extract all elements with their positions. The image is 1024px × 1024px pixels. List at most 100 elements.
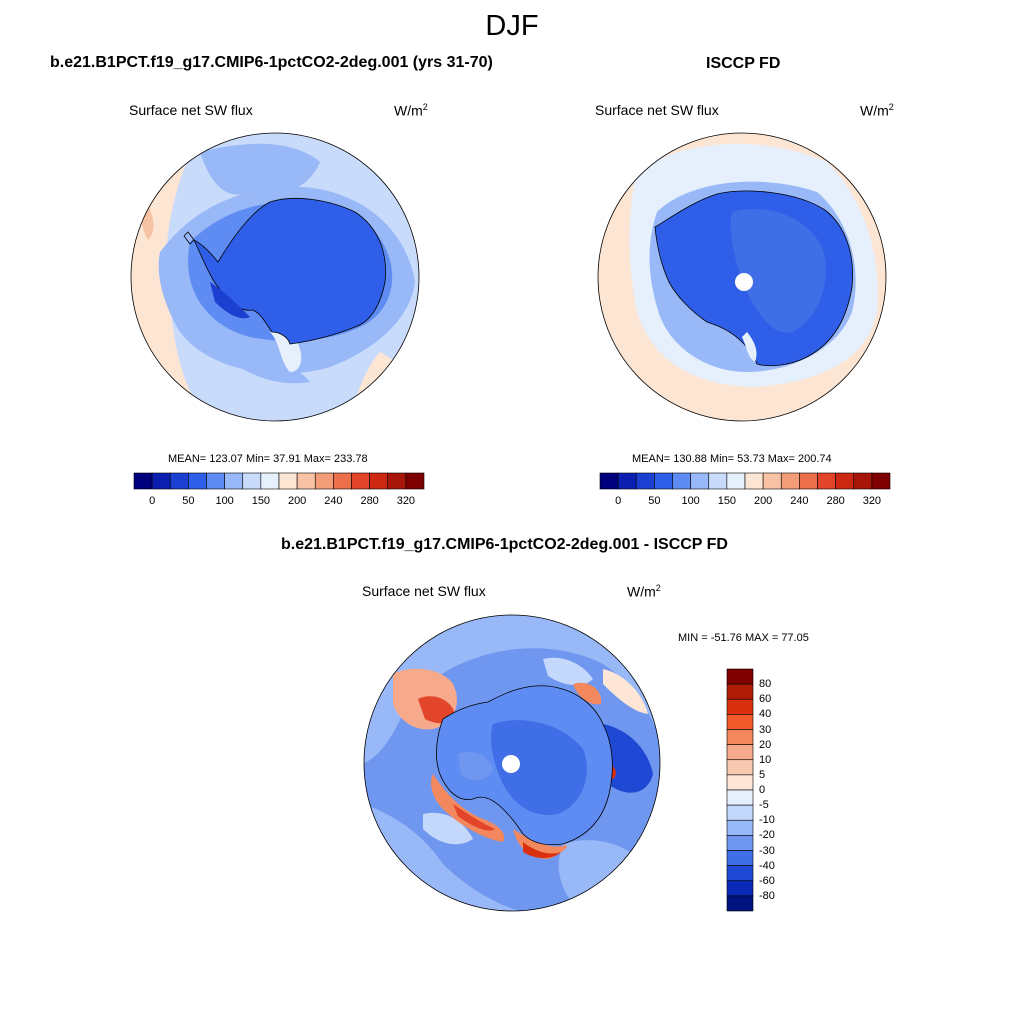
top-right-colorbar-tick-label: 280 xyxy=(826,495,845,507)
bottom-colorbar-swatch xyxy=(726,668,754,685)
bottom-colorbar-swatch xyxy=(726,865,754,882)
bottom-colorbar-swatch xyxy=(726,759,754,776)
top-right-colorbar-tick-label: 150 xyxy=(717,495,737,507)
top-left-colorbar-tick-label: 240 xyxy=(324,495,343,507)
top-left-colorbar-tick-label: 200 xyxy=(287,495,307,507)
top-right-colorbar-swatch xyxy=(817,472,836,490)
bottom-colorbar-swatch xyxy=(726,789,754,806)
top-left-colorbar-tick-label: 320 xyxy=(396,495,416,507)
bottom-units: W/m2 xyxy=(627,583,661,600)
top-right-colorbar-swatch xyxy=(726,472,746,490)
bottom-colorbar-tick-label: -10 xyxy=(759,814,775,827)
top-right-colorbar-swatch xyxy=(617,472,637,490)
top-right-colorbar-tick-label: 0 xyxy=(615,495,622,507)
top-left-colorbar-swatch xyxy=(314,472,334,490)
top-left-colorbar-tick-label: 50 xyxy=(182,495,195,507)
bottom-colorbar-swatch xyxy=(726,819,754,836)
top-left-colorbar-swatch xyxy=(151,472,171,490)
bottom-colorbar-tick-label: 80 xyxy=(759,678,772,691)
top-right-variable: Surface net SW flux xyxy=(595,102,719,118)
bottom-colorbar-tick-label: 5 xyxy=(759,768,766,781)
top-right-map xyxy=(597,132,887,422)
bottom-colorbar-swatch xyxy=(726,683,754,700)
bottom-colorbar-tick-label: -20 xyxy=(759,829,775,842)
bottom-colorbar-tick-label: 20 xyxy=(759,738,772,751)
top-right-colorbar-tick-label: 200 xyxy=(753,495,773,507)
bottom-colorbar-swatch xyxy=(726,698,754,715)
top-left-colorbar-swatch xyxy=(206,472,225,490)
top-right-colorbar-swatch xyxy=(599,472,619,490)
top-left-colorbar-swatch xyxy=(242,472,262,490)
top-right-colorbar-swatch xyxy=(780,472,800,490)
top-left-map xyxy=(130,132,420,422)
top-right-colorbar xyxy=(599,472,891,490)
bottom-colorbar-tick-label: -60 xyxy=(759,874,775,887)
top-left-colorbar-swatch xyxy=(296,472,316,490)
top-right-colorbar-swatch xyxy=(871,472,891,490)
bottom-colorbar-tick-label: -30 xyxy=(759,844,775,857)
top-left-colorbar-swatch xyxy=(369,472,389,490)
top-left-colorbar-swatch xyxy=(405,472,425,490)
top-right-colorbar-swatch xyxy=(744,472,764,490)
top-right-colorbar-swatch xyxy=(654,472,673,490)
top-left-colorbar-labels: 0 50 100 150 200 240 280 320 xyxy=(134,495,424,509)
top-right-colorbar-swatch xyxy=(672,472,691,490)
bottom-colorbar-swatch xyxy=(726,729,754,745)
top-right-colorbar-swatch xyxy=(635,472,655,490)
top-right-colorbar-tick-label: 50 xyxy=(648,495,661,507)
top-left-colorbar-swatch xyxy=(278,472,298,490)
top-left-colorbar-swatch xyxy=(133,472,153,490)
bottom-colorbar-swatch xyxy=(726,774,754,791)
top-left-colorbar-swatch xyxy=(260,472,280,490)
top-right-title: ISCCP FD xyxy=(706,55,781,72)
bottom-colorbar-swatch xyxy=(726,804,754,821)
top-right-colorbar-tick-label: 320 xyxy=(862,495,882,507)
top-left-colorbar-tick-label: 100 xyxy=(215,495,234,507)
top-left-colorbar-tick-label: 150 xyxy=(251,495,271,507)
bottom-colorbar-swatch xyxy=(726,895,754,912)
top-left-colorbar-swatch xyxy=(333,472,352,490)
bottom-title: b.e21.B1PCT.f19_g17.CMIP6-1pctCO2-2deg.0… xyxy=(281,536,728,553)
bottom-colorbar-swatch xyxy=(726,850,754,866)
bottom-colorbar-tick-label: 40 xyxy=(759,708,772,721)
top-right-stats: MEAN= 130.88 Min= 53.73 Max= 200.74 xyxy=(632,453,832,465)
bottom-colorbar-tick-label: 60 xyxy=(759,693,772,706)
bottom-variable: Surface net SW flux xyxy=(362,583,486,599)
bottom-colorbar-swatch xyxy=(726,880,754,897)
bottom-colorbar-tick-label: 0 xyxy=(759,784,766,796)
top-left-stats: MEAN= 123.07 Min= 37.91 Max= 233.78 xyxy=(168,453,368,465)
top-right-colorbar-labels: 0 50 100 150 200 240 280 320 xyxy=(600,495,890,509)
top-right-colorbar-swatch xyxy=(799,472,818,490)
bottom-colorbar-swatch xyxy=(726,744,754,761)
bottom-stats: MIN = -51.76 MAX = 77.05 xyxy=(678,632,809,644)
top-right-colorbar-swatch xyxy=(853,472,873,490)
top-left-colorbar-tick-label: 280 xyxy=(360,495,379,507)
top-right-colorbar-swatch xyxy=(835,472,855,490)
bottom-colorbar-tick-label: -5 xyxy=(759,799,769,812)
top-left-colorbar-swatch xyxy=(351,472,370,490)
season-title: DJF xyxy=(485,10,539,42)
top-right-colorbar-swatch xyxy=(708,472,728,490)
top-right-colorbar-tick-label: 240 xyxy=(790,495,809,507)
bottom-colorbar-tick-label: 30 xyxy=(759,723,772,736)
top-right-units: W/m2 xyxy=(860,102,894,119)
bottom-colorbar-tick-label: 10 xyxy=(759,753,772,766)
bottom-colorbar-swatch xyxy=(726,714,754,730)
top-left-colorbar xyxy=(133,472,425,490)
bottom-colorbar xyxy=(726,668,754,912)
bottom-colorbar-labels: 80 60 40 30 20 10 5 0 -5 -10 -20 -30 -40 -60 -80 xyxy=(759,669,799,911)
top-left-colorbar-swatch xyxy=(387,472,407,490)
top-left-colorbar-swatch xyxy=(224,472,244,490)
bottom-colorbar-tick-label: -80 xyxy=(759,889,775,902)
top-left-units: W/m2 xyxy=(394,102,428,119)
top-left-colorbar-swatch xyxy=(169,472,189,490)
bottom-colorbar-tick-label: -40 xyxy=(759,859,775,872)
bottom-colorbar-swatch xyxy=(726,835,754,851)
bottom-map xyxy=(363,614,661,912)
top-left-variable: Surface net SW flux xyxy=(129,102,253,118)
top-right-colorbar-swatch xyxy=(762,472,782,490)
top-right-colorbar-tick-label: 100 xyxy=(681,495,700,507)
top-right-colorbar-swatch xyxy=(690,472,710,490)
top-left-title: b.e21.B1PCT.f19_g17.CMIP6-1pctCO2-2deg.0… xyxy=(50,54,493,71)
top-left-colorbar-tick-label: 0 xyxy=(149,495,156,507)
